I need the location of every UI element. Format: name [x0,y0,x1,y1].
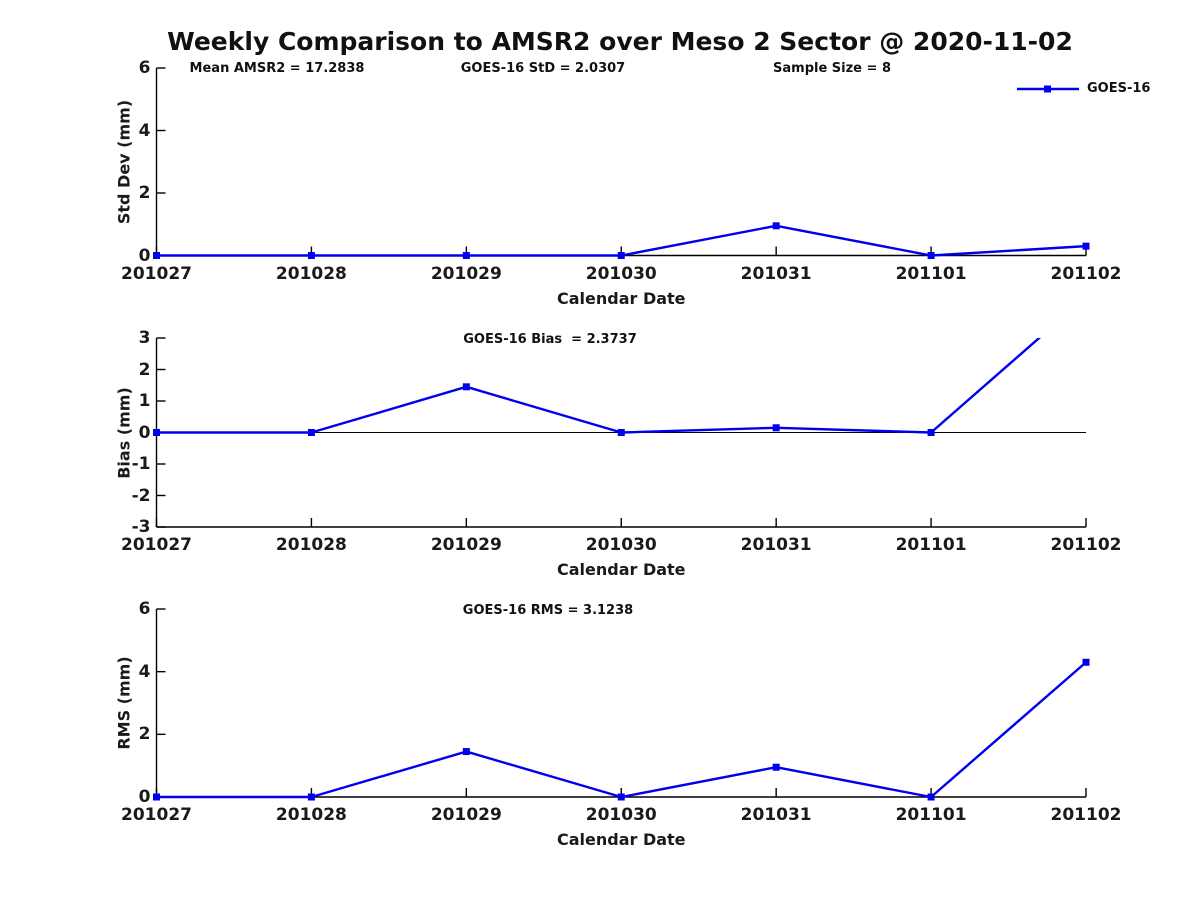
y-tick-label: 4 [138,661,151,682]
y-tick-label: 2 [138,724,151,745]
y-tick-label: 4 [138,120,151,141]
y-tick-label: 0 [138,422,151,443]
y-tick-label: -2 [131,485,151,506]
figure-title: Weekly Comparison to AMSR2 over Meso 2 S… [167,27,1073,56]
stat-goes16-std: GOES-16 StD = 2.0307 [460,61,626,76]
chart-1 [153,67,1090,259]
x-tick-label: 201027 [121,263,192,284]
data-point-marker [1082,658,1090,666]
x-tick-label: 201102 [1050,535,1122,555]
y-axis-label: RMS (mm) [114,656,134,750]
x-axis-label: Calendar Date [556,288,686,308]
x-axis-label: Calendar Date [556,830,686,849]
x-tick-label: 201031 [740,805,812,825]
x-tick-label: 201028 [275,263,347,284]
data-point-marker [462,252,470,259]
y-tick-label: -1 [131,454,151,474]
x-tick-label: 201102 [1050,263,1122,284]
x-tick-label: 201102 [1050,805,1122,825]
x-axis-label: Calendar Date [556,560,686,579]
x-tick-label: 201031 [740,263,812,284]
subplot-title: GOES-16 Bias = 2.3737 [463,332,637,347]
data-point-marker [307,793,315,801]
x-tick-label: 201030 [585,263,657,284]
data-point-marker [617,793,625,801]
x-tick-label: 201030 [585,805,657,825]
data-point-marker [462,383,470,391]
data-point-marker [772,424,780,432]
data-line [156,661,1087,799]
y-axis-label: Bias (mm) [114,386,134,479]
x-tick-label: 201028 [275,805,347,825]
data-point-marker [1083,294,1090,301]
x-tick-label: 201101 [895,535,967,555]
stat-sample-size: Sample Size = 8 [773,61,891,76]
y-tick-label: 3 [138,328,151,348]
data-line [156,338,1041,434]
x-tick-label: 201027 [121,535,192,555]
data-point-marker [307,429,315,436]
data-point-marker [153,429,160,436]
chart-3 [153,608,1090,801]
legend-line-marker-icon [1017,85,1079,92]
x-tick-label: 201101 [895,805,967,825]
y-tick-label: -3 [131,517,151,537]
series-goes-16 [153,294,1090,436]
x-tick-label: 201029 [430,805,502,825]
legend-label: GOES-16 [1087,81,1151,96]
x-tick-label: 201028 [275,535,347,555]
data-point-marker [617,429,625,436]
x-tick-label: 201029 [430,263,502,284]
stat-mean-amsr2: Mean AMSR2 = 17.2838 [189,61,365,76]
data-point-marker [307,252,315,259]
data-point-marker [153,793,160,801]
y-tick-label: 0 [138,787,151,807]
data-point-marker [617,252,625,259]
data-point-marker [927,793,935,801]
y-tick-label: 2 [138,359,151,380]
x-tick-label: 201101 [895,263,967,284]
y-tick-label: 6 [138,58,151,78]
x-tick-label: 201029 [430,535,502,555]
data-point-marker [927,252,935,259]
x-tick-label: 201031 [740,535,812,555]
y-axis-label: Std Dev (mm) [114,99,134,224]
x-tick-label: 201030 [585,535,657,555]
series-goes-16 [153,658,1090,801]
y-tick-label: 2 [138,183,151,203]
subplot-title: GOES-16 RMS = 3.1238 [462,603,634,618]
legend: GOES-16 [1016,81,1150,96]
chart-2 [153,294,1090,528]
data-point-marker [927,429,935,436]
data-point-marker [1082,242,1090,250]
series-goes-16 [153,222,1090,259]
data-point-marker [462,748,470,756]
y-tick-label: 0 [138,245,151,266]
x-tick-label: 201027 [121,805,192,825]
data-point-marker [153,252,160,259]
y-tick-label: 1 [138,391,151,411]
data-point-marker [772,222,780,230]
y-tick-label: 6 [138,599,151,619]
data-point-marker [772,763,780,771]
